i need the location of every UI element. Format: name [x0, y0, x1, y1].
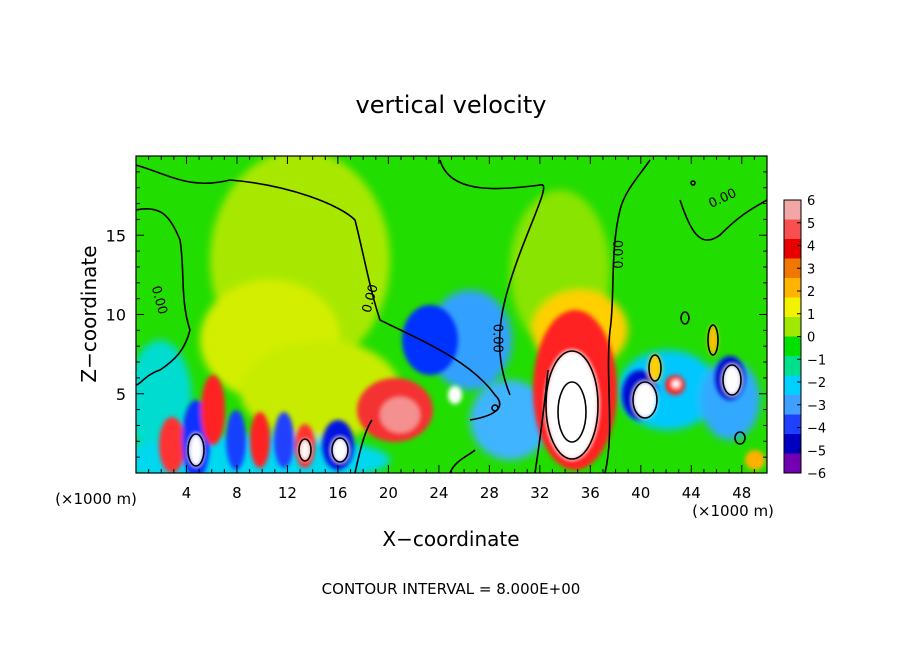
colorbar-label: 6 — [807, 194, 815, 209]
colorbar-swatch — [784, 414, 801, 435]
x-tick-label: 36 — [581, 484, 600, 502]
zero-contour — [680, 311, 690, 325]
zero-contour — [734, 431, 746, 445]
contour-label: 0.00 — [360, 283, 382, 315]
zero-contours — [136, 159, 767, 473]
x-tick-label: 20 — [379, 484, 398, 502]
zero-contour — [187, 433, 205, 467]
colorbar-swatch — [784, 317, 801, 337]
x-tick-label: 16 — [328, 484, 347, 502]
field-region — [226, 410, 246, 470]
x-axis-unit-right: (×1000 m) — [692, 502, 774, 520]
zero-contour — [604, 159, 651, 473]
zero-contour — [534, 369, 549, 473]
contour-interval-note: CONTOUR INTERVAL = 8.000E+00 — [322, 580, 581, 598]
field-region — [250, 412, 270, 468]
field-region — [708, 325, 718, 355]
zero-contour — [557, 381, 587, 443]
colorbar-swatch — [784, 297, 801, 318]
colorbar-label: 0 — [807, 331, 815, 346]
colorbar-swatch — [784, 336, 801, 357]
zero-contour — [648, 354, 662, 382]
field-region — [470, 380, 550, 460]
colorbar-label: −2 — [807, 376, 826, 391]
field-region — [448, 386, 462, 404]
colorbar-label: −3 — [807, 399, 826, 414]
y-tick-label: 15 — [106, 226, 126, 245]
chart-title: vertical velocity — [356, 91, 547, 119]
field-region — [672, 380, 680, 388]
x-tick-label: 40 — [631, 484, 650, 502]
colorbar-label: 5 — [807, 217, 815, 232]
zero-contour — [690, 180, 696, 186]
zero-contour — [679, 199, 767, 241]
y-axis-label: Z−coordinate — [77, 245, 101, 382]
contour-labels: 0.00 0.000.000.000.00 — [148, 186, 739, 353]
colorbar-swatch — [784, 278, 801, 298]
y-tick-label: 10 — [106, 306, 126, 325]
colorbar: 6 5 4 3 2 1 0 −1 −2 −3 −4 −5 −6 — [783, 194, 826, 482]
colorbar-swatch — [784, 375, 801, 396]
plot-area: 0.00 0.000.000.000.00 — [136, 156, 767, 473]
x-tick-label: 44 — [682, 484, 701, 502]
x-tick-label: 32 — [530, 484, 549, 502]
x-tick-label: 28 — [480, 484, 499, 502]
colorbar-swatch — [784, 453, 801, 474]
x-tick-label: 48 — [732, 484, 751, 502]
zero-contour — [136, 164, 501, 421]
field-region — [402, 305, 458, 375]
field-region — [546, 351, 598, 459]
colorbar-label: 2 — [807, 285, 815, 300]
x-tick-label: 12 — [278, 484, 297, 502]
field-region — [300, 440, 310, 460]
field-region — [274, 412, 294, 468]
x-axis-label: X−coordinate — [382, 527, 519, 551]
colorbar-label: −1 — [807, 353, 826, 368]
colorbar-label: −6 — [807, 467, 826, 482]
zero-contour — [707, 324, 719, 356]
zero-contour — [439, 159, 545, 396]
zero-contour — [632, 381, 658, 419]
colorbar-label: −4 — [807, 422, 826, 437]
field-region — [380, 397, 420, 433]
x-tick-label: 24 — [429, 484, 448, 502]
zero-contour — [298, 438, 312, 462]
colorbar-swatch — [784, 258, 801, 279]
zero-contour — [354, 419, 373, 473]
field-region — [723, 365, 741, 395]
field-region — [648, 354, 662, 382]
contour-label: 0.00 — [148, 284, 170, 316]
field-region — [201, 375, 225, 445]
field-region — [745, 450, 765, 470]
zero-contour — [491, 404, 499, 412]
colorbar-label: 3 — [807, 262, 815, 277]
zero-contour — [136, 208, 191, 386]
contour-label: 0.00 — [489, 324, 504, 353]
colorbar-label: −5 — [807, 444, 826, 459]
colorbar-label: 4 — [807, 240, 815, 255]
colorbar-swatch — [784, 200, 801, 220]
zero-contour — [545, 350, 599, 460]
field-region — [332, 438, 348, 462]
contour-label: 0.00 — [612, 240, 627, 269]
y-tick-label: 5 — [116, 385, 126, 404]
field-region — [189, 434, 203, 466]
colorbar-swatch — [784, 219, 801, 240]
colorbar-swatch — [784, 395, 801, 415]
x-tick-label: 4 — [182, 484, 192, 502]
field-region — [633, 382, 657, 418]
field-region — [159, 417, 185, 473]
x-tick-label: 8 — [232, 484, 242, 502]
zero-contour — [331, 437, 349, 463]
colorbar-label: 1 — [807, 308, 815, 323]
colorbar-swatch — [784, 356, 801, 376]
zero-contour — [722, 364, 742, 396]
colorbar-swatch — [784, 434, 801, 454]
x-axis-unit-left: (×1000 m) — [55, 490, 137, 508]
colorbar-swatch — [784, 239, 801, 259]
